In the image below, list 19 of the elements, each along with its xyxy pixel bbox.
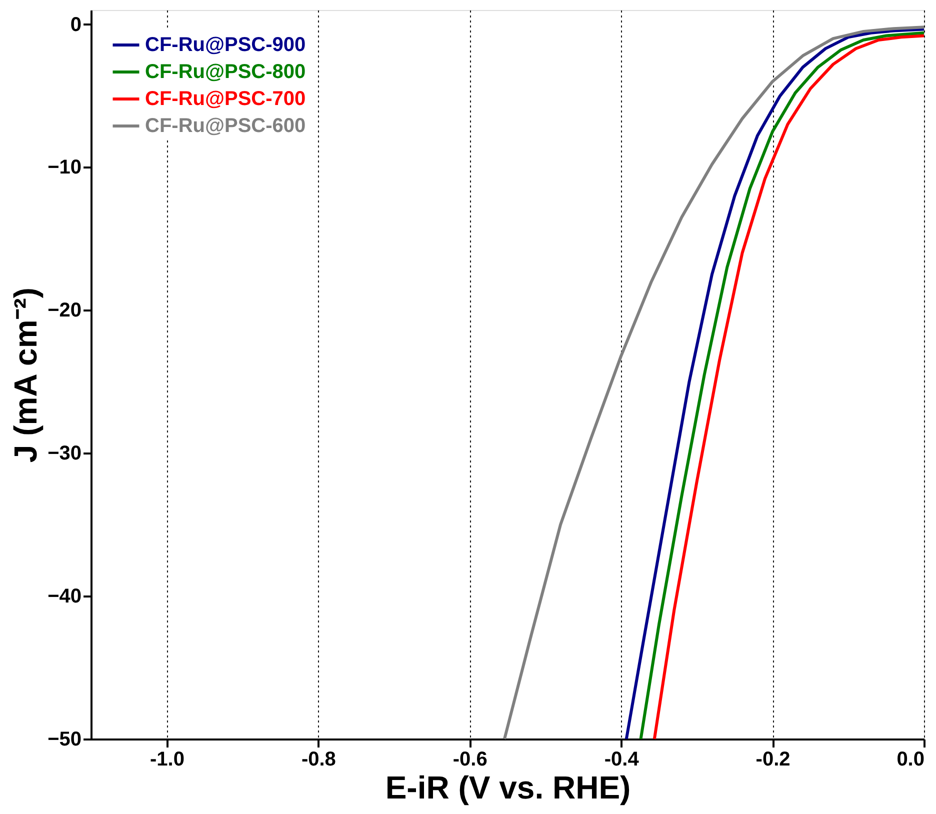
legend-label: CF-Ru@PSC-600 [145, 115, 306, 137]
line-series [502, 26, 926, 740]
legend-label: CF-Ru@PSC-900 [145, 34, 306, 56]
x-tick-label: 0.0 [896, 748, 924, 770]
legend-label: CF-Ru@PSC-700 [145, 88, 306, 110]
y-tick-label: −50 [48, 728, 82, 750]
y-tick-label: −10 [48, 156, 82, 179]
y-tick-label: −20 [48, 300, 82, 322]
legend-label: CF-Ru@PSC-800 [145, 61, 306, 83]
x-tick-label: -0.8 [301, 748, 336, 770]
x-tick-label: -0.4 [604, 748, 640, 770]
y-tick-label: −30 [48, 442, 82, 465]
y-tick-label: −40 [48, 586, 82, 608]
y-tick-label: 0 [70, 14, 82, 36]
x-axis-title: E-iR (V vs. RHE) [385, 770, 631, 806]
x-tick-label: -0.6 [452, 748, 488, 770]
x-tick-label: -0.2 [756, 748, 790, 770]
x-tick-label: -1.0 [150, 748, 184, 770]
y-axis-title: J (mA cm⁻²) [8, 287, 44, 463]
